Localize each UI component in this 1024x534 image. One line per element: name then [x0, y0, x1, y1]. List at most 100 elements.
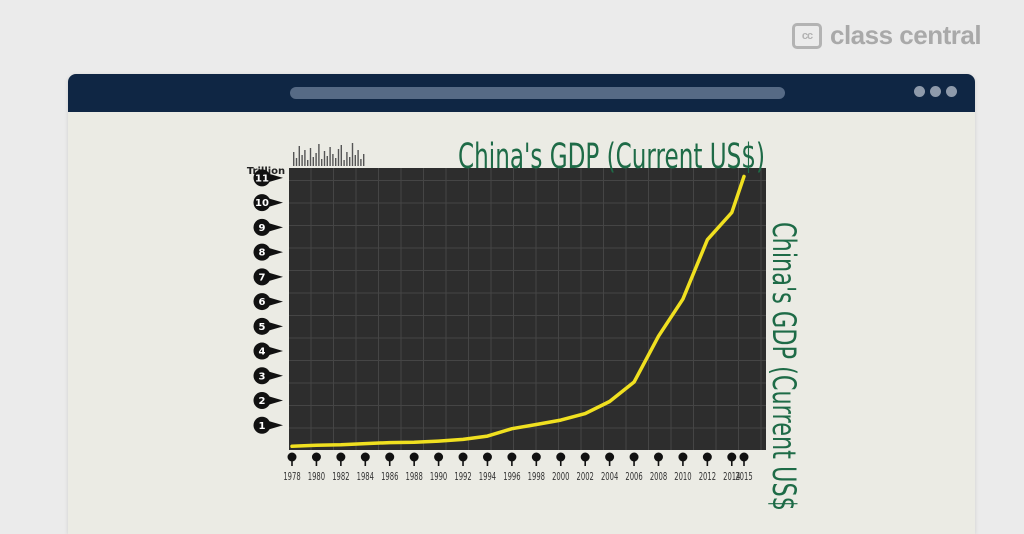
address-bar[interactable] [290, 87, 785, 99]
x-tick-marker [556, 452, 566, 462]
x-tick-marker [434, 452, 444, 462]
y-tick-arrow [266, 197, 283, 208]
y-axis-right-label: China's GDP (Current US$) [765, 222, 803, 512]
y-tick-arrow [266, 321, 283, 332]
y-tick-arrow [266, 296, 283, 307]
x-tick-marker [482, 452, 492, 462]
y-tick-marker [253, 268, 271, 286]
x-tick-label: 2012 [699, 472, 716, 484]
x-tick-marker [605, 452, 615, 462]
x-tick-marker [653, 452, 663, 462]
y-tick-marker [253, 194, 271, 212]
x-tick-label: 1980 [308, 472, 325, 484]
gdp-chart: China's GDP (Current US$) China's GDP (C… [247, 135, 803, 512]
barcode-bar [351, 143, 354, 166]
window-dots [914, 86, 957, 97]
y-tick-label: 3 [259, 371, 266, 382]
x-tick-marker [531, 452, 541, 462]
y-tick-marker [253, 293, 271, 311]
y-tick-label: 11 [255, 173, 269, 184]
plot-area [289, 168, 766, 450]
barcode-bar [307, 160, 309, 166]
barcode-bar [360, 159, 362, 166]
x-tick-label: 1986 [381, 472, 398, 484]
x-tick-label: 1982 [332, 472, 349, 484]
barcode-bar [326, 156, 328, 166]
barcode-bar [323, 151, 326, 166]
x-tick-label: 2010 [674, 472, 691, 484]
x-tick-label: 1988 [405, 472, 422, 484]
barcode-bar [343, 160, 345, 166]
y-tick-marker [253, 342, 271, 360]
y-tick-marker [253, 392, 271, 410]
chart-title: China's GDP (Current US$) [458, 135, 765, 176]
y-tick-label: 7 [259, 272, 266, 283]
x-tick-label: 1998 [528, 472, 545, 484]
gdp-series-line [290, 174, 746, 449]
barcode-bar [318, 144, 320, 166]
y-tick-arrow [266, 222, 283, 233]
barcode-bar [295, 158, 298, 166]
x-tick-marker [458, 452, 468, 462]
y-tick-marker [253, 243, 271, 261]
grid-lines [289, 168, 766, 450]
x-tick-marker [507, 452, 517, 462]
barcode-bar [321, 159, 323, 166]
x-tick-marker [409, 452, 419, 462]
x-tick-label: 2004 [601, 472, 618, 484]
brand-logo[interactable]: cc class central [792, 20, 982, 51]
barcode-bar [329, 147, 331, 166]
browser-titlebar [68, 74, 975, 112]
y-tick-arrow [266, 271, 283, 282]
x-tick-label: 2014 [723, 472, 740, 484]
barcode-bar [332, 154, 334, 166]
x-tick-label: 2015 [735, 472, 752, 484]
y-tick-marker [253, 169, 271, 187]
y-tick-label: 9 [259, 223, 266, 234]
x-tick-label: 1996 [503, 472, 520, 484]
x-tick-label: 1984 [357, 472, 374, 484]
x-tick-marker [629, 452, 639, 462]
x-tick-marker [385, 452, 395, 462]
x-tick-marker [336, 452, 346, 462]
y-tick-label: 5 [259, 322, 266, 333]
y-tick-marker [253, 367, 271, 385]
y-tick-arrow [266, 247, 283, 258]
y-tick-marker [253, 416, 271, 434]
barcode-bar [340, 145, 342, 166]
x-tick-marker [580, 452, 590, 462]
y-tick-marker [253, 218, 271, 236]
barcode-bar [298, 146, 300, 166]
x-tick-marker [727, 452, 737, 462]
y-tick-label: 1 [259, 421, 266, 432]
cc-logo-icon: cc [792, 22, 822, 49]
x-tick-label: 2002 [577, 472, 594, 484]
y-tick-arrow [266, 346, 283, 357]
y-tick-arrow [266, 172, 283, 183]
barcode-bar [335, 158, 337, 166]
x-tick-label: 1994 [479, 472, 496, 484]
y-tick-arrow [266, 395, 283, 406]
barcode-bar [354, 155, 356, 166]
barcode-bar [346, 152, 348, 166]
barcode-bar [315, 153, 317, 166]
x-tick-marker [702, 452, 712, 462]
y-tick-arrow [266, 370, 283, 381]
x-tick-marker [739, 452, 749, 462]
window-dot[interactable] [914, 86, 925, 97]
window-dot[interactable] [946, 86, 957, 97]
window-dot[interactable] [930, 86, 941, 97]
y-tick-arrow [266, 420, 283, 431]
y-tick-label: 10 [255, 198, 269, 209]
x-tick-marker [678, 452, 688, 462]
barcode-bar [349, 157, 351, 166]
x-tick-label: 1990 [430, 472, 447, 484]
barcode-bar [363, 154, 365, 166]
barcode-decoration [293, 143, 365, 166]
x-tick-label: 2006 [625, 472, 642, 484]
x-tick-label: 2008 [650, 472, 667, 484]
barcode-bar [301, 155, 303, 166]
y-axis-ticks: 1 2 3 4 5 6 7 8 9 10 11 [253, 169, 283, 434]
x-tick-label: 1978 [283, 472, 300, 484]
barcode-bar [304, 150, 306, 166]
